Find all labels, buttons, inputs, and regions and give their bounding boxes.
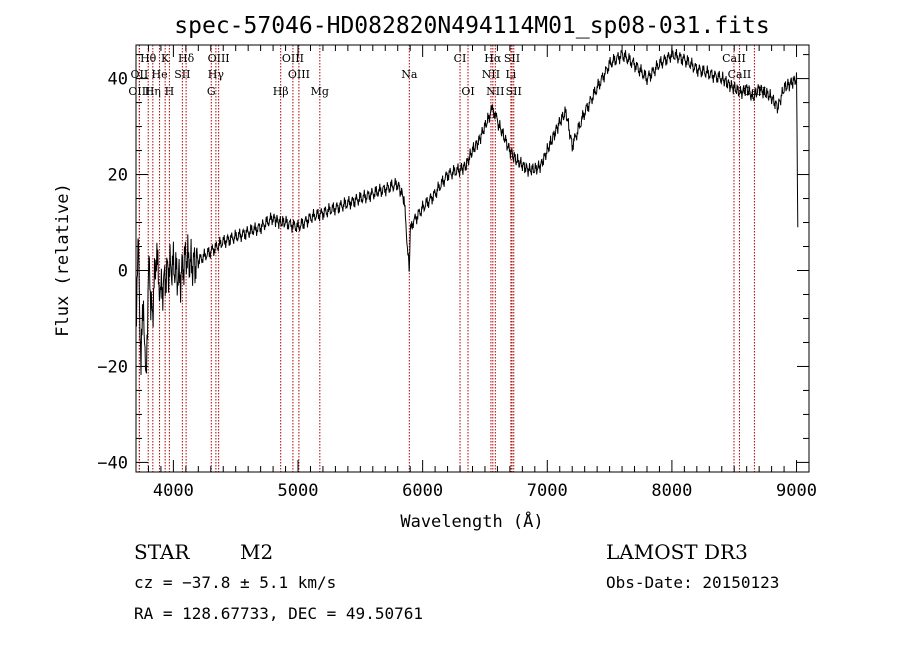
x-tick-label: 8000: [651, 481, 692, 501]
spectral-line-label: He: [152, 68, 168, 81]
spectral-line-label: SII: [506, 85, 522, 98]
spectral-line-label: OIII: [282, 52, 304, 65]
x-tick-label: 6000: [402, 481, 443, 501]
survey-name: LAMOST DR3: [606, 540, 748, 564]
axis-ticks: [135, 45, 810, 472]
spectral-line-label: SII: [174, 68, 190, 81]
x-tick-label: 5000: [278, 481, 319, 501]
y-tick-label: 20: [108, 166, 128, 186]
plot-frame: [135, 44, 810, 473]
spectral-line-label: Mg: [311, 85, 329, 98]
y-tick-label: −40: [97, 453, 128, 473]
spectral-line-label: OIII: [128, 85, 150, 98]
spectral-line-label: CI: [454, 52, 467, 65]
x-axis-label: Wavelength (Å): [400, 510, 543, 532]
spectral-line-label: Hβ: [273, 85, 289, 98]
x-tick-label: 4000: [153, 481, 194, 501]
x-tick-label: 9000: [776, 481, 817, 501]
spectral-line-label: G: [207, 85, 216, 98]
spectral-line-label: K: [161, 52, 170, 65]
spectral-line-label: CaII: [722, 52, 746, 65]
obs-date: Obs-Date: 20150123: [606, 573, 779, 592]
y-tick-label: −20: [97, 357, 128, 377]
object-class: STAR: [134, 540, 190, 564]
x-tick-label: 7000: [527, 481, 568, 501]
y-tick-label: 0: [118, 261, 128, 281]
spectral-line-label: Li: [505, 68, 516, 81]
redshift-text: cz = −37.8 ± 5.1 km/s: [134, 573, 336, 592]
spectral-line-label: Hα: [484, 52, 502, 65]
spectral-line-label: OIII: [288, 68, 310, 81]
spectral-line-label: Na: [401, 68, 418, 81]
spectral-line-label: OI: [461, 85, 474, 98]
y-axis-label: Flux (relative): [53, 183, 73, 337]
object-subclass: M2: [240, 540, 273, 564]
spectral-line-label: OIII: [208, 52, 230, 65]
spectral-line-label: Hη: [145, 85, 161, 98]
spectral-line-label: Hθ: [140, 52, 157, 65]
spectrum-line: [135, 47, 799, 376]
spectral-line-label: CaII: [728, 68, 752, 81]
y-tick-label: 40: [108, 70, 128, 90]
spectral-line-label: NII: [482, 68, 500, 81]
spectral-line-markers: [138, 45, 755, 472]
spectral-line-label: Hδ: [178, 52, 195, 65]
y-tick-labels: −40 −20 0 20 40: [97, 70, 128, 474]
coordinates: RA = 128.67733, DEC = 49.50761: [134, 604, 423, 623]
x-tick-labels: 4000 5000 6000 7000 8000 9000: [153, 481, 817, 501]
spectral-line-label: OII: [131, 68, 149, 81]
spectral-line-label: SII: [504, 52, 520, 65]
spectral-line-label: NII: [486, 85, 504, 98]
spectral-line-label: H: [165, 85, 175, 98]
spectral-line-label: Hγ: [208, 68, 225, 81]
chart-title: spec-57046-HD082820N494114M01_sp08-031.f…: [174, 13, 769, 39]
